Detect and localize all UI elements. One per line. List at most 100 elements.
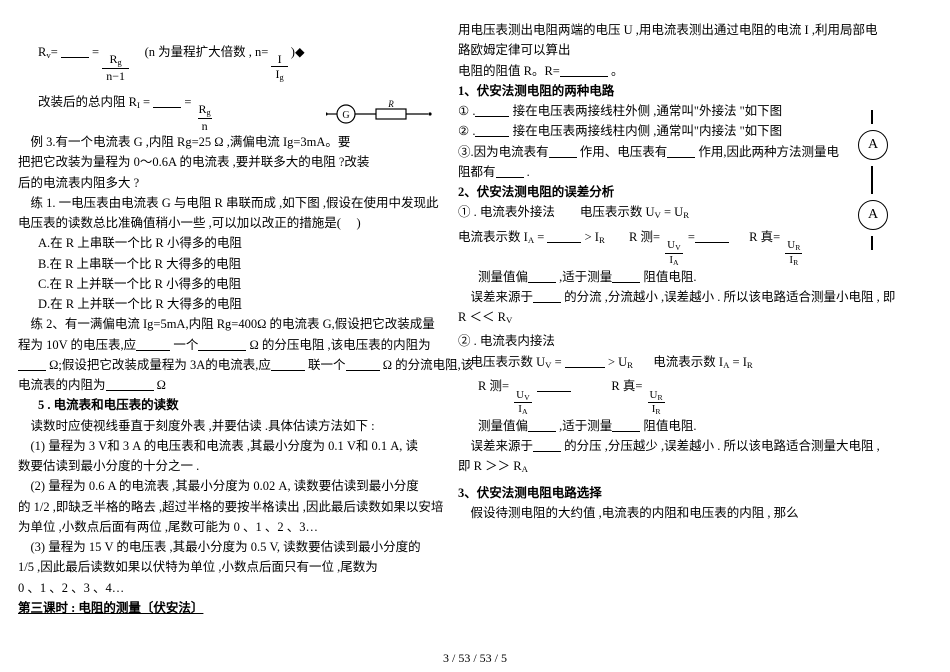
- reading-line: 读数时应使视线垂直于刻度外表 ,并要估读 .具体估读方法如下 :: [18, 416, 422, 436]
- t: 即 R ＞＞: [458, 459, 513, 473]
- t: 误差来源于: [458, 290, 533, 304]
- num: UR: [783, 240, 804, 253]
- blank: [537, 380, 571, 392]
- t: Ω 的分压电阻 ,该电压表的内阻为: [249, 338, 430, 352]
- option-a: A.在 R 上串联一个比 R 小得多的电阻: [18, 233, 422, 253]
- t: Ω 的分流电阻,该: [383, 358, 474, 372]
- practice-1-line: 练 1. 一电压表由电流表 G 与电阻 R 串联而成 ,如下图 ,假设在使用中发…: [18, 193, 422, 213]
- t: UR: [618, 355, 633, 369]
- outer-bias-line: 测量值偏 ,适于测量 阻值电阻.: [458, 267, 836, 287]
- blank: [695, 230, 729, 242]
- blank: [61, 46, 89, 58]
- t: ① . 电流表外接法 电压表示数: [458, 205, 646, 219]
- t: 改装后的总内阻: [38, 95, 126, 109]
- num: UV: [663, 240, 685, 253]
- t: 测量值偏: [478, 419, 528, 433]
- t: >: [585, 230, 595, 244]
- t: 阻值电阻.: [643, 270, 696, 284]
- blank: [565, 355, 605, 367]
- t: .: [527, 165, 530, 179]
- page: G R Rv= = Rg n−1 (n 为量程扩大倍数 , n= I I: [0, 0, 950, 672]
- blank: [612, 420, 640, 432]
- den: IA: [514, 402, 531, 416]
- heading-5: 5 . 电流表和电压表的读数: [18, 395, 422, 415]
- frac: Rg n: [195, 103, 215, 133]
- blank: [533, 291, 561, 303]
- frac: UR IR: [783, 240, 804, 266]
- den: n: [198, 118, 212, 132]
- example-3-line: 把把它改装为量程为 0～0.6A 的电流表 ,要并联多大的电阻 ?改装: [18, 152, 422, 172]
- inner-error-line: 误差来源于 的分压 ,分压越少 ,误差越小 . 所以该电路适合测量大电阻 ,: [458, 436, 836, 456]
- blank: [667, 145, 695, 157]
- t: IA =: [524, 230, 548, 244]
- t: R ＜＜: [458, 310, 498, 324]
- t: R 真=: [749, 230, 780, 244]
- inner-method-line: 电压表示数 UV = > UR 电流表示数 IA = IR: [458, 352, 836, 372]
- blank: [346, 359, 380, 371]
- t: 。: [611, 64, 624, 78]
- t: ,适于测量: [559, 270, 612, 284]
- reading-line: (3) 量程为 15 V 的电压表 ,其最小分度为 0.5 V, 读数要估读到最…: [18, 537, 422, 557]
- t: UV =: [536, 355, 565, 369]
- frac: UR IR: [646, 390, 667, 416]
- t: 的分流 ,分流越小 ,误差越小 . 所以该电路适合测量小电阻 , 即: [564, 290, 895, 304]
- reading-line: 0 、1 、2 、3 、4…: [18, 578, 422, 598]
- blank: [528, 420, 556, 432]
- page-footer: 3 / 53 / 53 / 5: [0, 651, 950, 666]
- reading-line: 的 1/2 ,即缺乏半格的略去 ,超过半格的要按半格读出 ,因此最后读数如果以安…: [18, 497, 422, 517]
- ammeter-icon: A: [858, 130, 888, 160]
- circuit-type-1: ① . 接在电压表两接线柱外侧 ,通常叫"外接法 "如下图: [458, 101, 836, 121]
- heading-2: 2、伏安法测电阻的误差分析: [458, 182, 836, 202]
- t: =: [92, 45, 102, 59]
- t: R 真=: [574, 379, 643, 393]
- t: IR: [595, 230, 605, 244]
- blank: [549, 145, 577, 157]
- t: 电流表的内阻为: [18, 378, 106, 392]
- num: UR: [646, 390, 667, 403]
- t: RA: [513, 459, 528, 473]
- num: I: [274, 53, 286, 66]
- heading-1: 1、伏安法测电阻的两种电路: [458, 81, 836, 101]
- t: 测量值偏: [478, 270, 528, 284]
- t: R 测=: [478, 379, 512, 393]
- t: >: [608, 355, 618, 369]
- heading-3: 3、伏安法测电阻电路选择: [458, 483, 836, 503]
- den: IA: [665, 253, 682, 267]
- frac: Rg n−1: [102, 53, 129, 83]
- t: 接在电压表两接线柱外侧 ,通常叫"外接法 "如下图: [513, 104, 783, 118]
- num: Rg: [106, 53, 126, 69]
- left-column: G R Rv= = Rg n−1 (n 为量程扩大倍数 , n= I I: [0, 0, 440, 672]
- intro-line: 用电压表测出电阻两端的电压 U ,用电流表测出通过电阻的电流 I ,利用局部电: [458, 20, 836, 40]
- practice-2-line: 程为 10V 的电压表,应 一个 Ω 的分压电阻 ,该电压表的内阻为: [18, 335, 422, 355]
- svg-text:G: G: [342, 110, 349, 121]
- t: 程为 10V 的电压表,应: [18, 338, 136, 352]
- t: RV: [498, 310, 513, 324]
- circuit-type-2: ② . 接在电压表两接线柱内侧 ,通常叫"内接法 "如下图: [458, 121, 836, 141]
- t: ③.因为电流表有: [458, 145, 549, 159]
- blank: [18, 359, 46, 371]
- t: =: [688, 230, 695, 244]
- t: 电阻的阻值 R。R=: [458, 64, 560, 78]
- num: Rg: [195, 103, 215, 119]
- t: 一个: [173, 338, 198, 352]
- inner-method-line: R 测= UV IA R 真= UR IR: [458, 376, 836, 416]
- practice-2-line: 练 2、有一满偏电流 Ig=5mA,内阻 Rg=400Ω 的电流表 G,假设把它…: [18, 314, 422, 334]
- wire: [871, 166, 873, 194]
- t: Ω: [157, 378, 166, 392]
- inner-method-line: ② . 电流表内接法: [458, 331, 836, 351]
- practice-1-line: 电压表的读数总比准确值稍小一些 ,可以加以改正的措施是( ): [18, 213, 422, 233]
- blank: [547, 230, 581, 242]
- den: IR: [785, 253, 802, 267]
- practice-2-line: Ω;假设把它改装成量程为 3A的电流表,应 联一个 Ω 的分流电阻,该: [18, 355, 422, 375]
- den: Ig: [271, 66, 287, 83]
- outer-method-line: ① . 电流表外接法 电压表示数 UV = UR: [458, 202, 836, 222]
- blank: [106, 379, 154, 391]
- svg-text:R: R: [387, 100, 394, 109]
- heading-time3: 第三课时 : 电阻的测量〔伏安法〕: [18, 598, 422, 618]
- t: =: [184, 95, 194, 109]
- reading-line: 数要估读到最小分度的十分之一 .: [18, 456, 422, 476]
- frac: I Ig: [271, 53, 287, 83]
- t: 阻都有: [458, 165, 496, 179]
- frac: UV IA: [512, 390, 534, 416]
- blank: [612, 270, 640, 282]
